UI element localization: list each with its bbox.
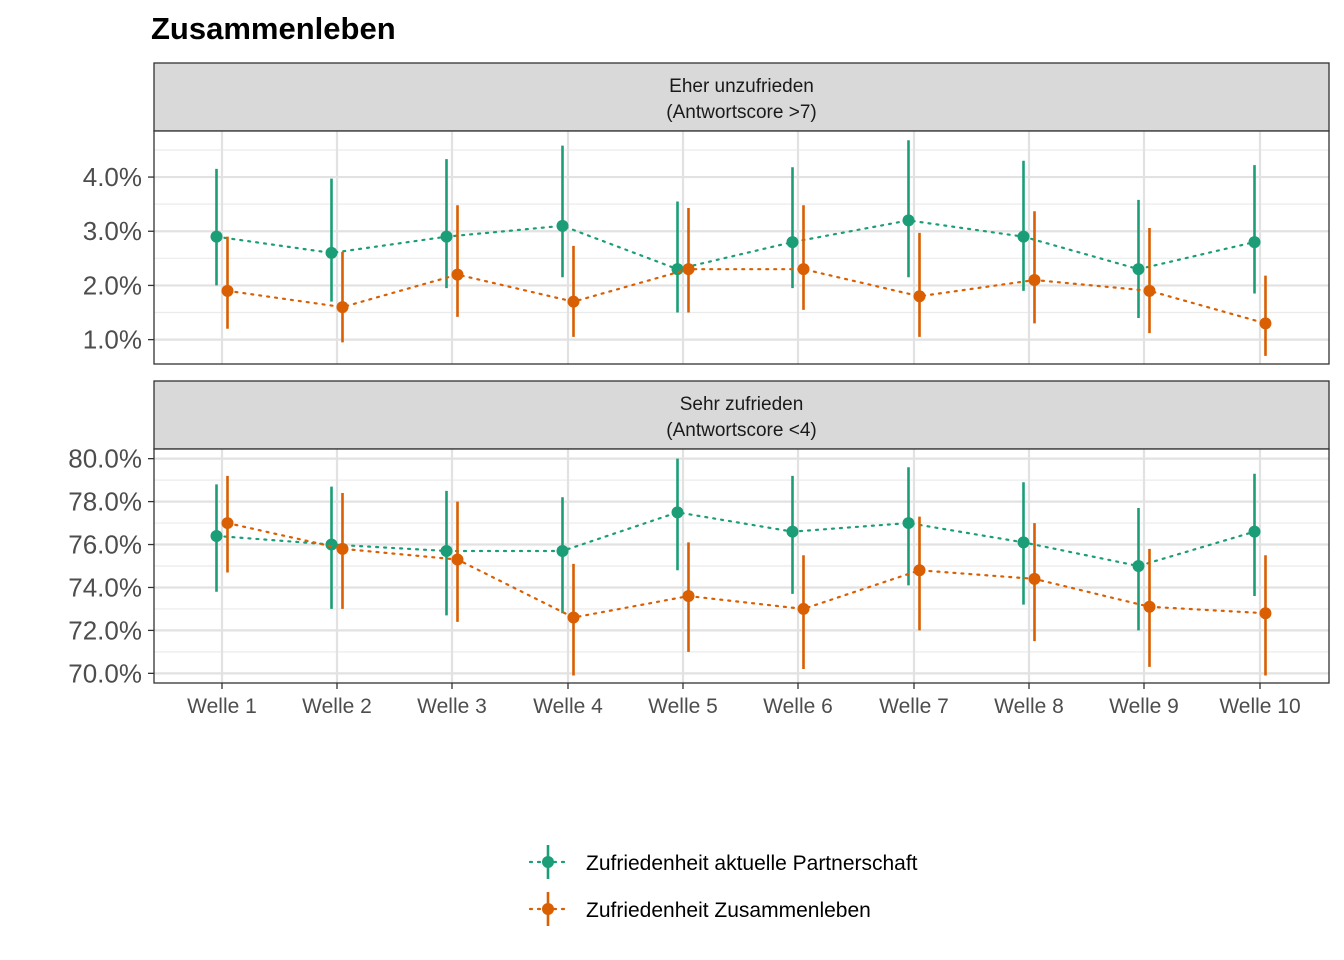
facet-strip (153, 62, 1330, 132)
legend-item: Zufriedenheit aktuelle Partnerschaft (528, 845, 918, 879)
series (221, 475, 1272, 676)
facet-strip-label: Sehr zufrieden (680, 394, 804, 415)
facet-panels: Eher unzufrieden (Antwortscore >7) 1.0% 2.0… (68, 62, 1330, 688)
data-point (913, 290, 926, 303)
x-tick-label: Welle 4 (533, 695, 603, 718)
y-tick-label: 1.0% (83, 325, 142, 355)
panel-background (154, 131, 1329, 364)
y-tick-label: 72.0% (68, 615, 142, 645)
data-point (902, 517, 915, 530)
series (210, 458, 1261, 631)
legend-label: Zufriedenheit Zusammenleben (586, 899, 871, 922)
data-point (902, 214, 915, 227)
series-line (226, 521, 1267, 619)
panel-border (153, 130, 1330, 365)
data-point (671, 506, 684, 519)
data-point (556, 219, 569, 232)
data-point (913, 564, 926, 577)
data-point (567, 295, 580, 308)
data-point (1028, 274, 1041, 287)
data-point (336, 542, 349, 555)
facet-panel: Sehr zufrieden (Antwortscore <4) 70.0% 72.0… (68, 380, 1330, 688)
facet-strip-label: Eher unzufrieden (669, 76, 814, 97)
x-tick-label: Welle 1 (187, 695, 257, 718)
chart-title: Zusammenleben (151, 11, 396, 46)
y-tick-label: 3.0% (83, 216, 142, 246)
data-point (1259, 607, 1272, 620)
panel-border (153, 448, 1330, 684)
legend-key-point (542, 903, 554, 915)
x-tick-label: Welle 3 (417, 695, 487, 718)
data-point (210, 230, 223, 243)
data-point (1132, 263, 1145, 276)
data-point (1248, 525, 1261, 538)
data-point (1017, 536, 1030, 549)
data-point (325, 246, 338, 259)
legend: Zufriedenheit aktuelle Partnerschaft Zufr… (528, 845, 918, 926)
data-point (797, 602, 810, 615)
data-point (1143, 600, 1156, 613)
data-point (1017, 230, 1030, 243)
data-point (221, 517, 234, 530)
data-point (221, 284, 234, 297)
data-point (1248, 236, 1261, 249)
data-point (556, 544, 569, 557)
y-tick-label: 4.0% (83, 162, 142, 192)
x-tick-label: Welle 6 (763, 695, 833, 718)
legend-label: Zufriedenheit aktuelle Partnerschaft (586, 852, 918, 875)
data-point (451, 268, 464, 281)
legend-key-point (542, 856, 554, 868)
data-point (210, 529, 223, 542)
y-tick-label: 74.0% (68, 572, 142, 602)
series (221, 205, 1272, 356)
facet-strip (153, 380, 1330, 450)
y-tick-label: 80.0% (68, 444, 142, 474)
data-point (440, 544, 453, 557)
data-point (797, 263, 810, 276)
legend-item: Zufriedenheit Zusammenleben (528, 892, 871, 926)
data-point (786, 525, 799, 538)
data-point (336, 301, 349, 314)
data-point (682, 263, 695, 276)
series (210, 140, 1261, 318)
x-tick-label: Welle 8 (994, 695, 1064, 718)
y-tick-label: 78.0% (68, 487, 142, 517)
data-point (1028, 572, 1041, 585)
x-tick-label: Welle 2 (302, 695, 372, 718)
x-tick-label: Welle 5 (648, 695, 718, 718)
data-point (682, 590, 695, 603)
data-point (440, 230, 453, 243)
x-tick-label: Welle 9 (1109, 695, 1179, 718)
series-line (215, 219, 1256, 271)
data-point (325, 538, 338, 551)
x-tick-label: Welle 7 (879, 695, 949, 718)
facet-strip-sublabel: (Antwortscore <4) (666, 420, 816, 441)
y-tick-label: 76.0% (68, 530, 142, 560)
facet-strip-sublabel: (Antwortscore >7) (666, 102, 816, 123)
y-tick-label: 2.0% (83, 270, 142, 300)
data-point (1259, 317, 1272, 330)
data-point (1132, 560, 1145, 572)
data-point (1143, 284, 1156, 297)
x-axis: Welle 1 Welle 2 Welle 3 Welle 4 Welle 5 Welle… (187, 683, 1301, 718)
data-point (567, 611, 580, 624)
x-tick-label: Welle 10 (1219, 695, 1300, 718)
series-line (226, 268, 1267, 325)
data-point (786, 236, 799, 249)
data-point (451, 553, 464, 566)
y-tick-label: 70.0% (68, 658, 142, 688)
facet-panel: Eher unzufrieden (Antwortscore >7) 1.0% 2.0… (83, 62, 1330, 365)
